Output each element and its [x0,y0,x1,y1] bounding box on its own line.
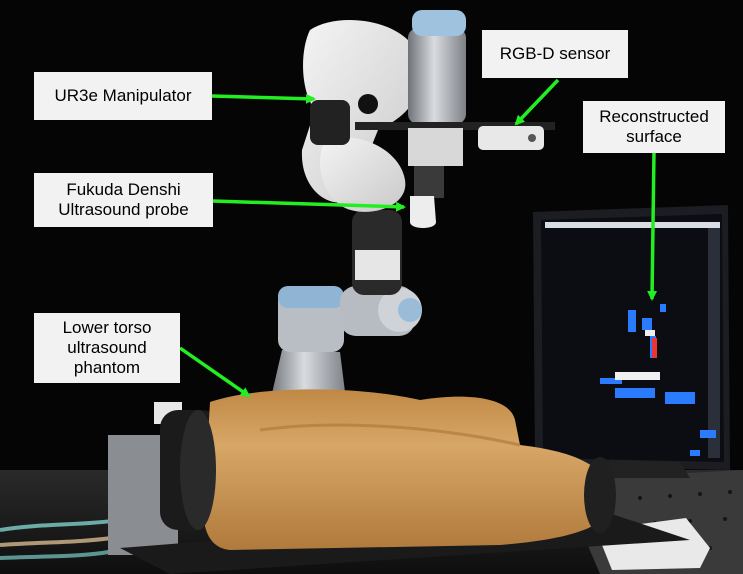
label-phantom-line-3: phantom [73,358,141,377]
ultrasound-probe [410,196,436,228]
label-ur3e-manipulator: UR3e Manipulator [34,72,212,120]
sensor-bracket [355,122,555,198]
label-fukuda-denshi-probe: Fukuda Denshi Ultrasound probe [34,173,213,227]
arrow-ur3e [211,93,316,104]
robot-base [270,286,346,402]
arrow-phantom [179,346,251,398]
label-ur3e-line-1: UR3e Manipulator [54,86,192,105]
label-reconstructed-line-2: surface [626,127,682,146]
annotation-arrows [179,78,658,398]
arrow-reconstructed [647,150,658,301]
label-phantom-line-2: ultrasound [67,338,147,357]
label-probe-line-2: Ultrasound probe [58,200,189,219]
robot-arm [301,10,466,336]
label-reconstructed-surface: Reconstructed surface [583,101,725,153]
phantom [160,389,616,550]
monitor [533,205,730,478]
label-reconstructed-line-1: Reconstructed [599,107,709,126]
arrow-rgbd [514,78,560,126]
label-phantom-line-1: Lower torso [62,318,152,337]
label-probe-line-1: Fukuda Denshi [66,180,181,199]
label-lower-torso-phantom: Lower torso ultrasound phantom [34,313,180,383]
label-rgbd-line-1: RGB-D sensor [499,44,611,63]
label-rgbd-sensor: RGB-D sensor [482,30,628,78]
arrow-probe [212,199,406,212]
